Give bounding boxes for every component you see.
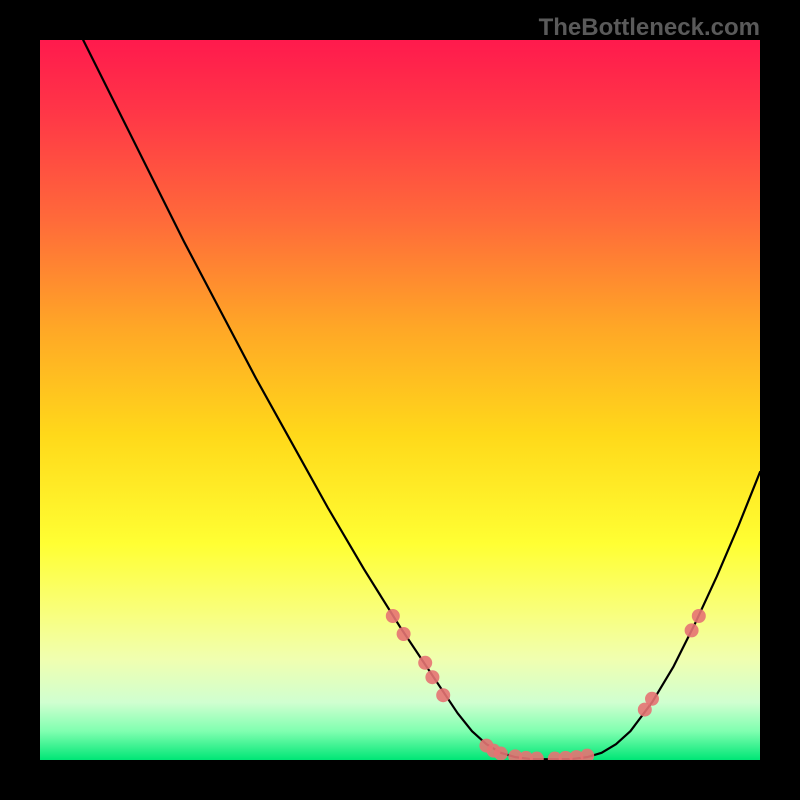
data-marker: [397, 627, 411, 641]
plot-area: [40, 40, 760, 760]
data-marker: [685, 623, 699, 637]
data-marker: [645, 692, 659, 706]
data-marker: [418, 656, 432, 670]
data-marker: [494, 747, 508, 760]
watermark-text: TheBottleneck.com: [539, 14, 760, 42]
data-marker: [692, 609, 706, 623]
plot-svg: [40, 40, 760, 760]
gradient-background: [40, 40, 760, 760]
data-marker: [425, 670, 439, 684]
data-marker: [436, 688, 450, 702]
data-marker: [386, 609, 400, 623]
